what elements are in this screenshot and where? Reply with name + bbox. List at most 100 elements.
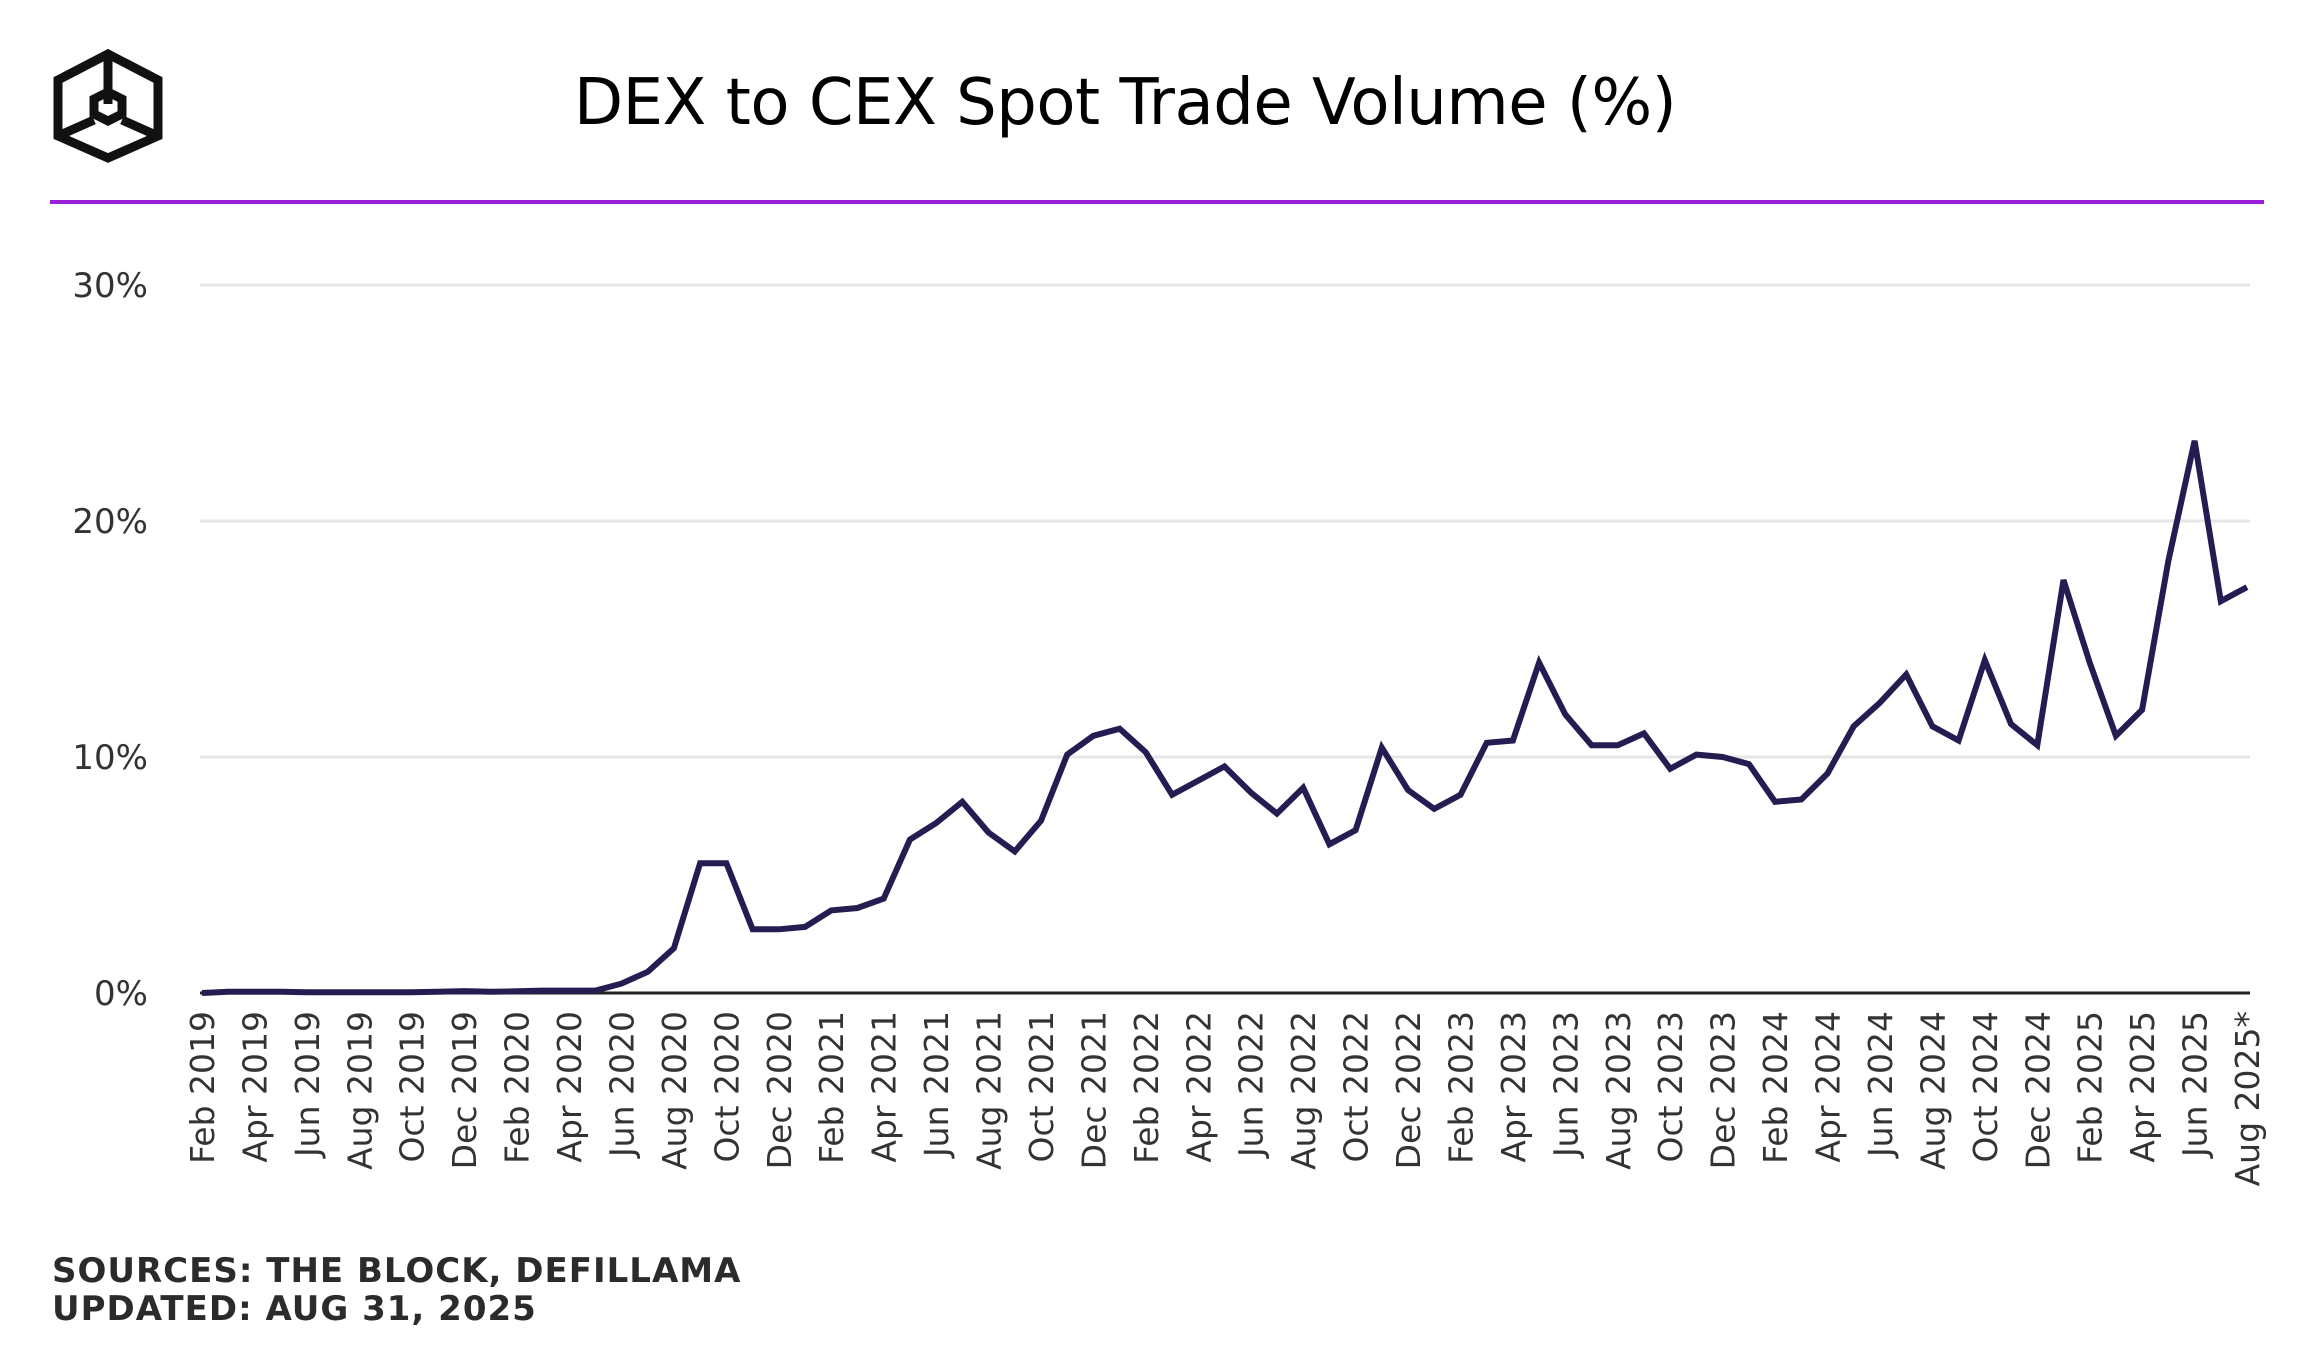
sources-note: SOURCES: THE BLOCK, DEFILLAMA	[52, 1251, 742, 1291]
data-point	[1090, 733, 1096, 739]
x-tick-label: Aug 2019	[340, 1011, 379, 1170]
data-point	[383, 989, 389, 995]
y-tick-label: 10%	[72, 738, 148, 778]
x-tick-label: Apr 2020	[550, 1011, 589, 1163]
data-point	[1956, 737, 1962, 743]
data-point	[881, 896, 887, 902]
data-point	[959, 799, 965, 805]
data-point	[592, 988, 598, 994]
x-tick-label: Feb 2021	[812, 1011, 851, 1164]
x-tick-label: Apr 2025	[2123, 1011, 2162, 1163]
data-point	[776, 926, 782, 932]
data-point	[1012, 848, 1018, 854]
x-tick-label: Jun 2023	[1546, 1011, 1585, 1159]
data-point	[1169, 792, 1175, 798]
chart-footer: SOURCES: THE BLOCK, DEFILLAMA UPDATED: A…	[52, 1252, 741, 1328]
x-tick-label: Dec 2023	[1704, 1011, 1743, 1169]
header-divider	[50, 200, 2264, 204]
data-point	[2113, 733, 2119, 739]
y-axis-tick-labels: 0% 10% 20% 30%	[72, 266, 148, 1014]
data-point	[2008, 721, 2014, 727]
data-point	[1274, 811, 1280, 817]
y-tick-label: 20%	[72, 502, 148, 542]
x-tick-label: Feb 2025	[2071, 1011, 2110, 1164]
x-tick-label: Feb 2019	[183, 1011, 222, 1164]
data-point	[1589, 742, 1595, 748]
data-point	[854, 905, 860, 911]
y-tick-label: 30%	[72, 266, 148, 306]
data-point	[2060, 577, 2066, 583]
data-point	[1982, 657, 1988, 663]
data-point	[461, 988, 467, 994]
data-point	[645, 969, 651, 975]
x-tick-label: Feb 2022	[1127, 1011, 1166, 1164]
x-tick-label: Oct 2022	[1337, 1011, 1376, 1163]
data-point	[1720, 754, 1726, 760]
x-tick-label: Apr 2021	[865, 1011, 904, 1163]
data-point	[1379, 745, 1385, 751]
data-point	[435, 989, 441, 995]
x-tick-label: Jun 2020	[602, 1011, 641, 1159]
data-point	[1405, 787, 1411, 793]
data-point	[1300, 785, 1306, 791]
x-tick-label: Feb 2024	[1756, 1011, 1795, 1164]
data-point	[697, 860, 703, 866]
data-point	[1746, 761, 1752, 767]
x-tick-label: Dec 2021	[1074, 1011, 1113, 1169]
x-tick-label: Oct 2019	[393, 1011, 432, 1163]
data-point	[1064, 752, 1070, 758]
data-point	[1772, 799, 1778, 805]
data-point	[1798, 796, 1804, 802]
data-point	[986, 830, 992, 836]
data-point	[2244, 584, 2250, 590]
data-point	[540, 988, 546, 994]
data-point	[1195, 778, 1201, 784]
data-point	[1484, 740, 1490, 746]
data-point	[566, 988, 572, 994]
x-tick-label: Dec 2022	[1389, 1011, 1428, 1169]
data-point	[514, 988, 520, 994]
data-point	[1431, 806, 1437, 812]
data-point	[356, 989, 362, 995]
data-point	[1326, 841, 1332, 847]
x-tick-label: Dec 2024	[2018, 1011, 2057, 1169]
x-tick-label: Oct 2024	[1966, 1011, 2005, 1163]
x-tick-label: Apr 2019	[235, 1011, 274, 1163]
data-point	[1457, 792, 1463, 798]
gridlines	[200, 283, 2250, 759]
x-tick-label: Aug 2021	[970, 1011, 1009, 1170]
data-point	[1929, 723, 1935, 729]
chart-title: DEX to CEX Spot Trade Volume (%)	[573, 66, 1677, 140]
x-tick-label: Apr 2023	[1494, 1011, 1533, 1163]
x-tick-label: Aug 2025*	[2228, 1011, 2267, 1186]
data-point	[2192, 438, 2198, 444]
data-point	[199, 990, 205, 996]
x-tick-label: Aug 2022	[1284, 1011, 1323, 1170]
data-point	[1117, 726, 1123, 732]
data-point	[1222, 763, 1228, 769]
data-point	[1038, 818, 1044, 824]
data-point	[671, 945, 677, 951]
x-tick-label: Aug 2020	[655, 1011, 694, 1170]
data-point	[1143, 749, 1149, 755]
data-point	[828, 907, 834, 913]
data-point	[1641, 730, 1647, 736]
data-point	[1877, 700, 1883, 706]
data-point	[618, 981, 624, 987]
data-point	[2034, 742, 2040, 748]
x-tick-label: Dec 2020	[760, 1011, 799, 1169]
x-tick-label: Oct 2021	[1022, 1011, 1061, 1163]
data-point	[251, 989, 257, 995]
data-point	[1851, 723, 1857, 729]
data-point	[933, 820, 939, 826]
data-point	[2139, 707, 2145, 713]
data-point	[1615, 742, 1621, 748]
data-point	[1562, 712, 1568, 718]
data-point	[907, 837, 913, 843]
data-point	[1903, 671, 1909, 677]
series-line	[201, 440, 2249, 996]
data-point	[1510, 737, 1516, 743]
data-point	[1825, 771, 1831, 777]
x-tick-label: Apr 2022	[1179, 1011, 1218, 1163]
